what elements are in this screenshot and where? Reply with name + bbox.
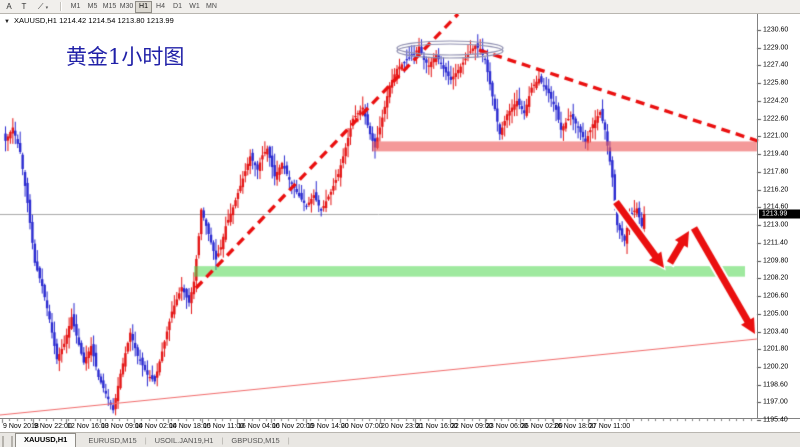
timeframe-button-h1[interactable]: H1 <box>135 0 152 13</box>
time-label: 15 Nov 11:00 <box>203 423 245 430</box>
timeframe-button-m30[interactable]: M30 <box>119 2 134 10</box>
price-label: 1222.60 <box>763 115 789 123</box>
price-label: 1203.40 <box>763 328 789 336</box>
time-label: 16 Nov 20:00 <box>272 423 314 430</box>
price-label: 1225.80 <box>763 79 789 87</box>
timeframe-button-m1[interactable]: M1 <box>70 2 81 10</box>
time-label: 27 Nov 11:00 <box>589 423 631 430</box>
chart-symbol-period: XAUUSD,H1 <box>14 16 57 25</box>
price-label: 1195.40 <box>763 416 788 424</box>
timeframe-group: M1 M5 M15 M30 H1 H4 D1 W1 MN <box>67 0 220 13</box>
tab-bar: XAUUSD,H1 EURUSD,M15 | USOIL.JAN19,H1 | … <box>0 432 800 447</box>
time-label: 14 Nov 02:00 <box>135 423 177 430</box>
price-label: 1227.40 <box>763 61 789 69</box>
time-label: 21 Nov 16:00 <box>416 423 458 430</box>
price-label: 1201.80 <box>763 345 789 353</box>
price-label: 1219.40 <box>763 150 789 158</box>
time-label: 14 Nov 18:00 <box>169 423 211 430</box>
shapes-tool-icon: ⟋ <box>37 2 44 11</box>
price-label: 1217.80 <box>763 168 789 176</box>
price-label: 1213.00 <box>763 221 789 229</box>
time-label: 9 Nov 2018 <box>3 423 39 430</box>
price-label: 1214.60 <box>763 203 789 211</box>
chart-menu-icon[interactable]: ▼ <box>4 19 10 25</box>
price-label: 1224.20 <box>763 97 789 105</box>
time-label: 9 Nov 22:00 <box>34 423 72 430</box>
tab-gbpusd-m15[interactable]: GBPUSD,M15 <box>231 436 280 445</box>
timeframe-button-h4[interactable]: H4 <box>156 2 165 10</box>
price-label: 1200.20 <box>763 363 789 371</box>
price-label: 1205.00 <box>763 310 789 318</box>
toolbar-separator <box>60 2 62 11</box>
time-label: 20 Nov 23:00 <box>381 423 423 430</box>
textbox-tool-button[interactable]: T <box>21 2 27 11</box>
time-label: 12 Nov 16:00 <box>67 423 109 430</box>
timeframe-button-m5[interactable]: M5 <box>87 2 98 10</box>
tab-eurusd-m15[interactable]: EURUSD,M15 <box>88 436 137 445</box>
tab-separator: | <box>287 436 290 445</box>
timeframe-button-d1[interactable]: D1 <box>173 2 182 10</box>
tab-usoil-jan19-h1[interactable]: USOIL.JAN19,H1 <box>154 436 214 445</box>
time-label: 19 Nov 14:00 <box>307 423 349 430</box>
tab-separator: | <box>144 436 147 445</box>
text-label-tool-button[interactable]: A <box>6 2 12 11</box>
time-label: 23 Nov 06:00 <box>486 423 528 430</box>
price-label: 1208.20 <box>763 274 789 282</box>
chart-ohlc-values: 1214.42 1214.54 1213.80 1213.99 <box>59 16 174 25</box>
time-label: 22 Nov 09:00 <box>451 423 493 430</box>
shapes-tool-button[interactable]: ⟋ ▾ <box>33 1 53 12</box>
time-label: 26 Nov 18:00 <box>554 423 596 430</box>
time-label: 16 Nov 04:00 <box>238 423 280 430</box>
time-axis: 9 Nov 2018 9 Nov 22:00 12 Nov 16:00 13 Nov … <box>0 418 800 433</box>
price-label: 1211.40 <box>763 239 788 247</box>
timeframe-button-m15[interactable]: M15 <box>102 2 117 10</box>
timeframe-button-w1[interactable]: W1 <box>189 2 200 10</box>
tab-xauusd-h1[interactable]: XAUUSD,H1 <box>15 433 77 447</box>
price-label: 1209.80 <box>763 257 789 265</box>
caret-down-icon: ▾ <box>45 5 49 11</box>
current-price-badge: 1213.99 <box>759 209 800 219</box>
toolbar: A T ⟋ ▾ M1 M5 M15 M30 H1 H4 D1 W1 MN <box>0 0 800 14</box>
price-label: 1230.60 <box>763 26 789 34</box>
price-label: 1198.60 <box>763 381 788 389</box>
price-label: 1197.00 <box>763 398 788 406</box>
price-label: 1229.00 <box>763 44 789 52</box>
price-axis: 1230.60 1229.00 1227.40 1225.80 1224.20 1222.… <box>757 14 800 424</box>
time-label: 13 Nov 09:00 <box>101 423 143 430</box>
price-label: 1221.00 <box>763 132 789 140</box>
time-label: 20 Nov 07:00 <box>341 423 383 430</box>
price-label: 1216.20 <box>763 186 789 194</box>
timeframe-button-mn[interactable]: MN <box>206 2 217 10</box>
time-label: 26 Nov 02:00 <box>521 423 563 430</box>
price-label: 1206.60 <box>763 292 789 300</box>
chart-title: ▼ XAUUSD,H1 1214.42 1214.54 1213.80 1213… <box>4 16 174 25</box>
chart-annotation-text: 黄金1小时图 <box>66 45 185 69</box>
tab-separator: | <box>221 436 224 445</box>
tab-bar-grip[interactable] <box>2 436 13 447</box>
